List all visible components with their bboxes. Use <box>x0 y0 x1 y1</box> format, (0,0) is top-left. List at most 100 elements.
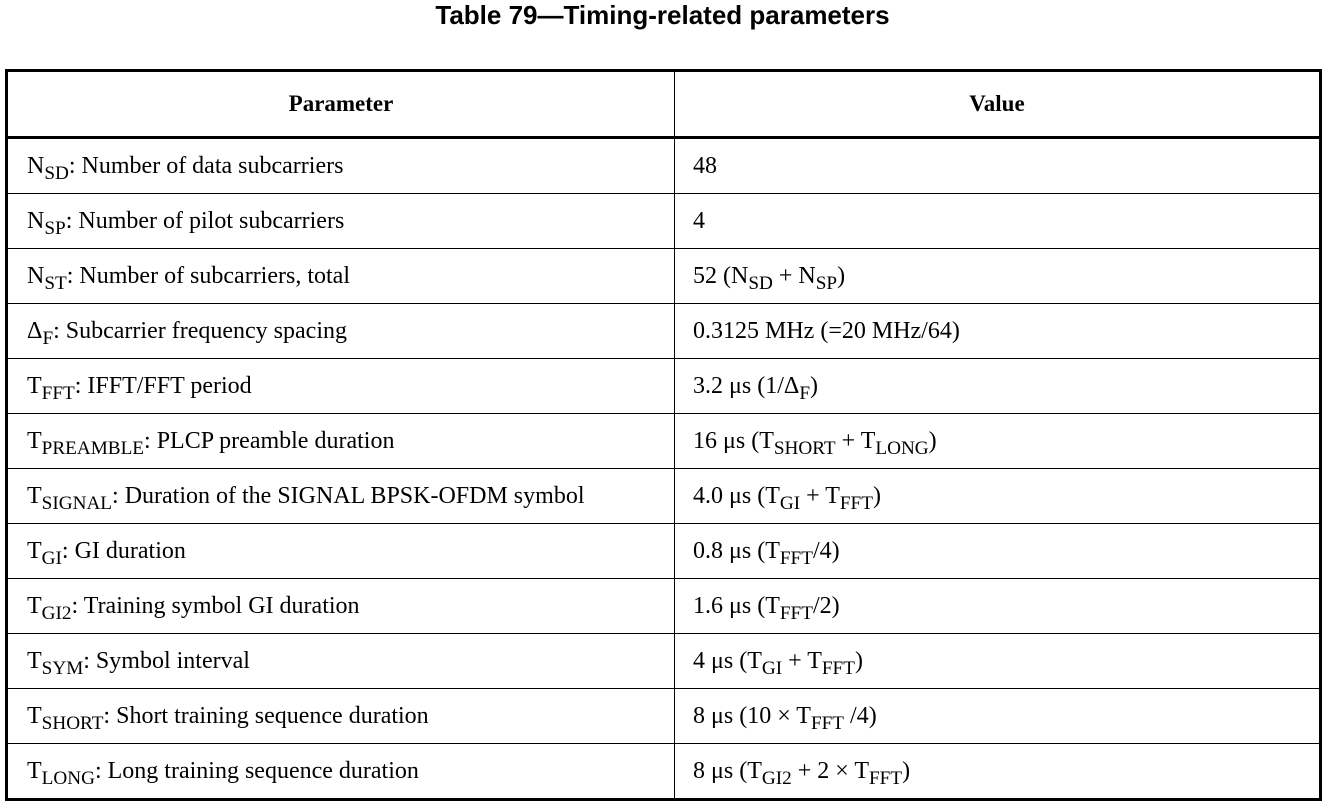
cell-text: ) <box>837 262 846 289</box>
value-cell: 4.0 μs (TGI + TFFT) <box>674 468 1321 524</box>
table-row: NSP: Number of pilot subcarriers 4 <box>6 193 1321 249</box>
cell-text: T <box>27 372 42 399</box>
table-row: TLONG: Long training sequence duration 8 … <box>6 743 1321 800</box>
cell-text: : Short training sequence duration <box>103 702 429 729</box>
subscript-text: GI2 <box>761 767 792 789</box>
subscript-text: F <box>799 382 810 404</box>
cell-text: + N <box>772 262 816 289</box>
cell-text: T <box>27 757 42 784</box>
value-cell: 0.8 μs (TFFT/4) <box>674 523 1321 579</box>
cell-text: : PLCP preamble duration <box>144 427 395 454</box>
parameter-cell: TGI2: Training symbol GI duration <box>6 578 675 634</box>
table-header-row: Parameter Value <box>6 70 1321 139</box>
cell-text: /4) <box>812 537 840 564</box>
subscript-text: SHORT <box>41 712 104 734</box>
cell-text: 8 μs (T <box>693 757 762 784</box>
cell-text: T <box>27 427 42 454</box>
cell-text: T <box>27 482 42 509</box>
cell-text: N <box>27 152 45 179</box>
table-row: NST: Number of subcarriers, total 52 (NSD… <box>6 248 1321 304</box>
value-cell: 52 (NSD + NSP) <box>674 248 1321 304</box>
cell-text: + T <box>835 427 876 454</box>
cell-text: 4.0 μs (T <box>693 482 780 509</box>
subscript-text: F <box>42 327 54 349</box>
timing-parameters-table: Parameter Value NSD: Number of data subc… <box>5 69 1322 801</box>
cell-text: 0.3125 MHz (=20 MHz/64) <box>693 317 960 344</box>
subscript-text: FFT <box>779 602 813 624</box>
table-row: TFFT: IFFT/FFT period 3.2 μs (1/ΔF) <box>6 358 1321 414</box>
cell-text: /4) <box>844 702 877 729</box>
cell-text: : GI duration <box>61 537 186 564</box>
value-cell: 4 μs (TGI + TFFT) <box>674 633 1321 689</box>
cell-text: 48 <box>693 152 717 179</box>
value-cell: 3.2 μs (1/ΔF) <box>674 358 1321 414</box>
cell-text: : Training symbol GI duration <box>71 592 360 619</box>
table-row: TGI2: Training symbol GI duration 1.6 μs … <box>6 578 1321 634</box>
subscript-text: SD <box>44 162 69 184</box>
cell-text: 52 (N <box>693 262 749 289</box>
cell-text: Δ <box>27 317 43 344</box>
cell-text: T <box>27 647 42 674</box>
cell-text: : Number of data subcarriers <box>68 152 344 179</box>
parameter-cell: TSIGNAL: Duration of the SIGNAL BPSK-OFD… <box>6 468 675 524</box>
subscript-text: SP <box>815 272 838 294</box>
cell-text: : IFFT/FFT period <box>74 372 252 399</box>
parameter-cell: TLONG: Long training sequence duration <box>6 743 675 800</box>
value-cell: 48 <box>674 137 1321 194</box>
parameter-cell: NSP: Number of pilot subcarriers <box>6 193 675 249</box>
cell-text: ) <box>872 482 881 509</box>
cell-text: 1.6 μs (T <box>693 592 780 619</box>
cell-text: : Long training sequence duration <box>94 757 419 784</box>
cell-text: 0.8 μs (T <box>693 537 780 564</box>
subscript-text: SP <box>44 217 66 239</box>
subscript-text: ST <box>44 272 67 294</box>
subscript-text: FFT <box>821 657 855 679</box>
subscript-text: FFT <box>810 712 845 734</box>
table-body: NSD: Number of data subcarriers 48 NSP: Nu… <box>6 137 1321 800</box>
parameter-cell: TPREAMBLE: PLCP preamble duration <box>6 413 675 469</box>
cell-text: ) <box>928 427 937 454</box>
cell-text: 8 μs (10 × T <box>693 702 811 729</box>
subscript-text: GI <box>761 657 783 679</box>
parameter-cell: NSD: Number of data subcarriers <box>7 138 675 194</box>
cell-text: /2) <box>812 592 840 619</box>
cell-text: + T <box>800 482 840 509</box>
column-header-value: Value <box>674 70 1321 139</box>
table-row: TSIGNAL: Duration of the SIGNAL BPSK-OFD… <box>6 468 1321 524</box>
cell-text: + 2 × T <box>791 757 869 784</box>
subscript-text: FFT <box>779 547 813 569</box>
value-cell: 1.6 μs (TFFT/2) <box>674 578 1321 634</box>
cell-text: : Duration of the SIGNAL BPSK-OFDM symbo… <box>112 482 585 509</box>
subscript-text: SIGNAL <box>41 492 113 514</box>
cell-text: T <box>27 702 42 729</box>
cell-text: N <box>27 262 45 289</box>
subscript-text: SYM <box>41 657 84 679</box>
cell-text: T <box>27 537 42 564</box>
cell-text: ) <box>809 372 818 399</box>
subscript-text: SHORT <box>773 437 836 459</box>
parameter-cell: TFFT: IFFT/FFT period <box>6 358 675 414</box>
subscript-text: LONG <box>875 437 929 459</box>
table-row: TGI: GI duration 0.8 μs (TFFT/4) <box>6 523 1321 579</box>
table-row: TPREAMBLE: PLCP preamble duration 16 μs (… <box>6 413 1321 469</box>
table-row: TSHORT: Short training sequence duration… <box>6 688 1321 744</box>
cell-text: : Number of subcarriers, total <box>66 262 350 289</box>
cell-text: N <box>27 207 45 234</box>
subscript-text: LONG <box>41 767 95 789</box>
cell-text: ) <box>902 757 911 784</box>
parameter-cell: TGI: GI duration <box>6 523 675 579</box>
table-row: TSYM: Symbol interval 4 μs (TGI + TFFT) <box>6 633 1321 689</box>
subscript-text: FFT <box>839 492 873 514</box>
cell-text: 16 μs (T <box>693 427 774 454</box>
cell-text: 4 <box>693 207 705 234</box>
subscript-text: FFT <box>41 382 75 404</box>
subscript-text: GI2 <box>41 602 72 624</box>
subscript-text: SD <box>748 272 773 294</box>
table-row: NSD: Number of data subcarriers 48 <box>7 137 1321 194</box>
parameter-cell: TSYM: Symbol interval <box>6 633 675 689</box>
table-caption: Table 79—Timing-related parameters <box>435 0 890 30</box>
cell-text: ) <box>854 647 863 674</box>
parameter-cell: NST: Number of subcarriers, total <box>6 248 675 304</box>
parameter-cell: ΔF: Subcarrier frequency spacing <box>6 303 675 359</box>
cell-text: 3.2 μs (1/Δ <box>693 372 800 399</box>
